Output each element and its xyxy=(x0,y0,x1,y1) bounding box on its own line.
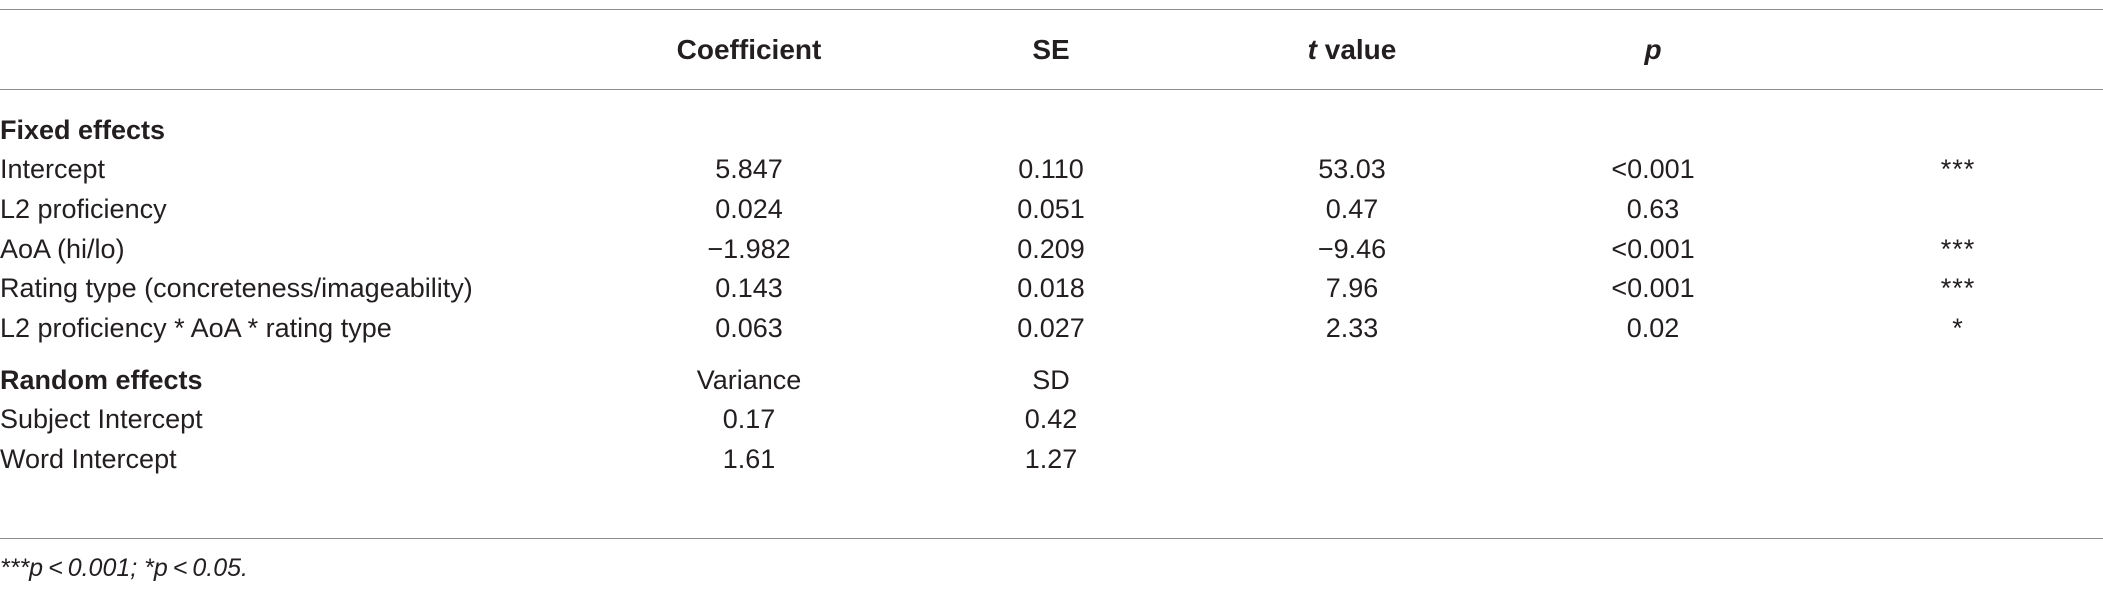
table-footnote: ***p < 0.001; *p < 0.05. xyxy=(0,554,248,582)
header-t-italic: t xyxy=(1307,34,1317,65)
coef-cell: −1.982 xyxy=(707,234,791,264)
random-effects-section-row: Random effects Variance SD xyxy=(0,360,2103,400)
se-cell: 0.018 xyxy=(1017,273,1085,303)
table-top-rule xyxy=(0,9,2103,10)
coef-cell: 0.143 xyxy=(715,273,783,303)
p-cell: 0.63 xyxy=(1626,194,1680,224)
sig-cell: *** xyxy=(1940,154,1976,184)
sd-header: SD xyxy=(1032,365,1070,395)
coef-cell: 0.024 xyxy=(715,194,783,224)
sd-cell: 0.42 xyxy=(1024,404,1078,434)
se-cell: 0.027 xyxy=(1017,313,1085,343)
row-label: L2 proficiency * AoA * rating type xyxy=(0,313,392,343)
t-cell: 0.47 xyxy=(1325,194,1379,224)
p-cell: <0.001 xyxy=(1611,234,1695,264)
row-label: Subject Intercept xyxy=(0,404,203,434)
row-label: AoA (hi/lo) xyxy=(0,234,125,264)
variance-cell: 1.61 xyxy=(722,444,776,474)
header-t-value: t value xyxy=(1308,30,1397,70)
fixed-effects-section-row: Fixed effects xyxy=(0,110,2103,150)
sig-cell: *** xyxy=(1940,234,1976,264)
header-t-rest: value xyxy=(1316,34,1397,65)
table-row: L2 proficiency 0.024 0.051 0.47 0.63 xyxy=(0,189,2103,229)
table-row: Rating type (concreteness/imageability) … xyxy=(0,268,2103,308)
row-label: Word Intercept xyxy=(0,444,177,474)
table-row: AoA (hi/lo) −1.982 0.209 −9.46 <0.001 **… xyxy=(0,229,2103,269)
table-header-rule xyxy=(0,89,2103,90)
row-label: Rating type (concreteness/imageability) xyxy=(0,273,473,303)
p-cell: <0.001 xyxy=(1611,154,1695,184)
header-coefficient: Coefficient xyxy=(676,34,822,65)
p-cell: <0.001 xyxy=(1611,273,1695,303)
t-cell: 7.96 xyxy=(1325,273,1379,303)
fixed-effects-title: Fixed effects xyxy=(0,115,166,145)
coef-cell: 5.847 xyxy=(715,154,783,184)
se-cell: 0.110 xyxy=(1018,154,1084,184)
p-cell: 0.02 xyxy=(1626,313,1680,343)
table-row: Subject Intercept 0.17 0.42 xyxy=(0,399,2103,439)
se-cell: 0.051 xyxy=(1017,194,1085,224)
row-label: Intercept xyxy=(0,154,106,184)
header-p: p xyxy=(1644,30,1661,70)
coef-cell: 0.063 xyxy=(715,313,783,343)
variance-cell: 0.17 xyxy=(722,404,776,434)
table-row: Word Intercept 1.61 1.27 xyxy=(0,439,2103,479)
table-bottom-rule xyxy=(0,538,2103,539)
sig-cell: * xyxy=(1952,313,1964,343)
row-label: L2 proficiency xyxy=(0,194,167,224)
variance-header: Variance xyxy=(696,365,802,395)
table-row: Intercept 5.847 0.110 53.03 <0.001 *** xyxy=(0,149,2103,189)
table-row: L2 proficiency * AoA * rating type 0.063… xyxy=(0,308,2103,348)
sd-cell: 1.27 xyxy=(1024,444,1078,474)
se-cell: 0.209 xyxy=(1017,234,1085,264)
header-p-italic: p xyxy=(1644,34,1662,65)
header-se: SE xyxy=(1032,34,1070,65)
t-cell: −9.46 xyxy=(1317,234,1387,264)
t-cell: 53.03 xyxy=(1318,154,1386,184)
sig-cell: *** xyxy=(1940,273,1976,303)
random-effects-title: Random effects xyxy=(0,365,203,395)
t-cell: 2.33 xyxy=(1325,313,1379,343)
